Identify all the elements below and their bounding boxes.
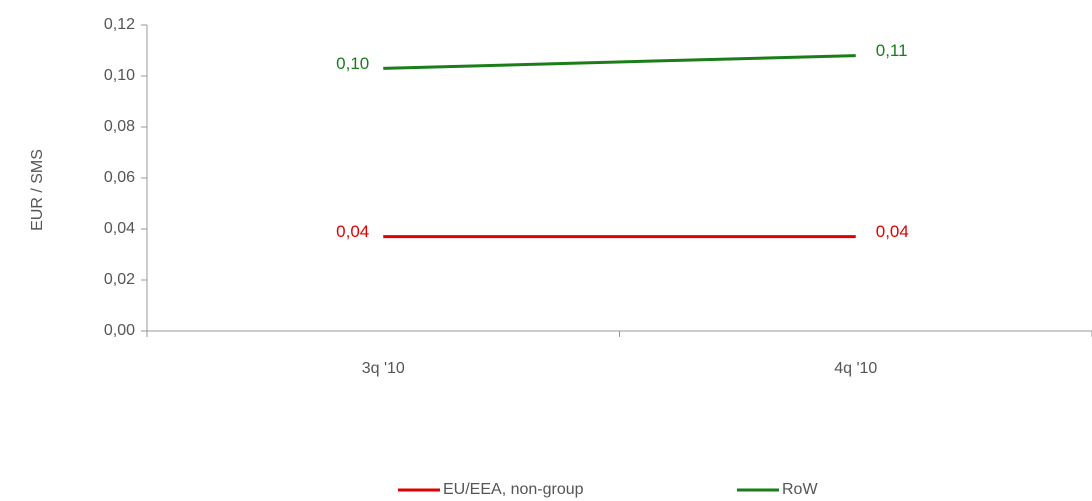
data-label: 0,11 xyxy=(876,41,908,60)
y-tick-label: 0,10 xyxy=(104,67,135,84)
y-tick-label: 0,04 xyxy=(104,220,135,237)
y-axis-title: EUR / SMS xyxy=(29,149,46,231)
y-tick-label: 0,06 xyxy=(104,169,135,186)
y-tick-label: 0,00 xyxy=(104,322,135,339)
y-tick-label: 0,12 xyxy=(104,16,135,33)
x-tick-label: 4q '10 xyxy=(834,360,877,377)
data-label: 0,04 xyxy=(336,222,369,241)
y-tick-label: 0,08 xyxy=(104,118,135,135)
x-tick-label: 3q '10 xyxy=(362,360,405,377)
legend-label: EU/EEA, non-group xyxy=(443,481,584,498)
series-line xyxy=(383,54,856,70)
data-label: 0,04 xyxy=(876,222,909,241)
data-label: 0,10 xyxy=(336,54,369,73)
y-tick-label: 0,02 xyxy=(104,271,135,288)
legend-label: RoW xyxy=(782,481,818,498)
